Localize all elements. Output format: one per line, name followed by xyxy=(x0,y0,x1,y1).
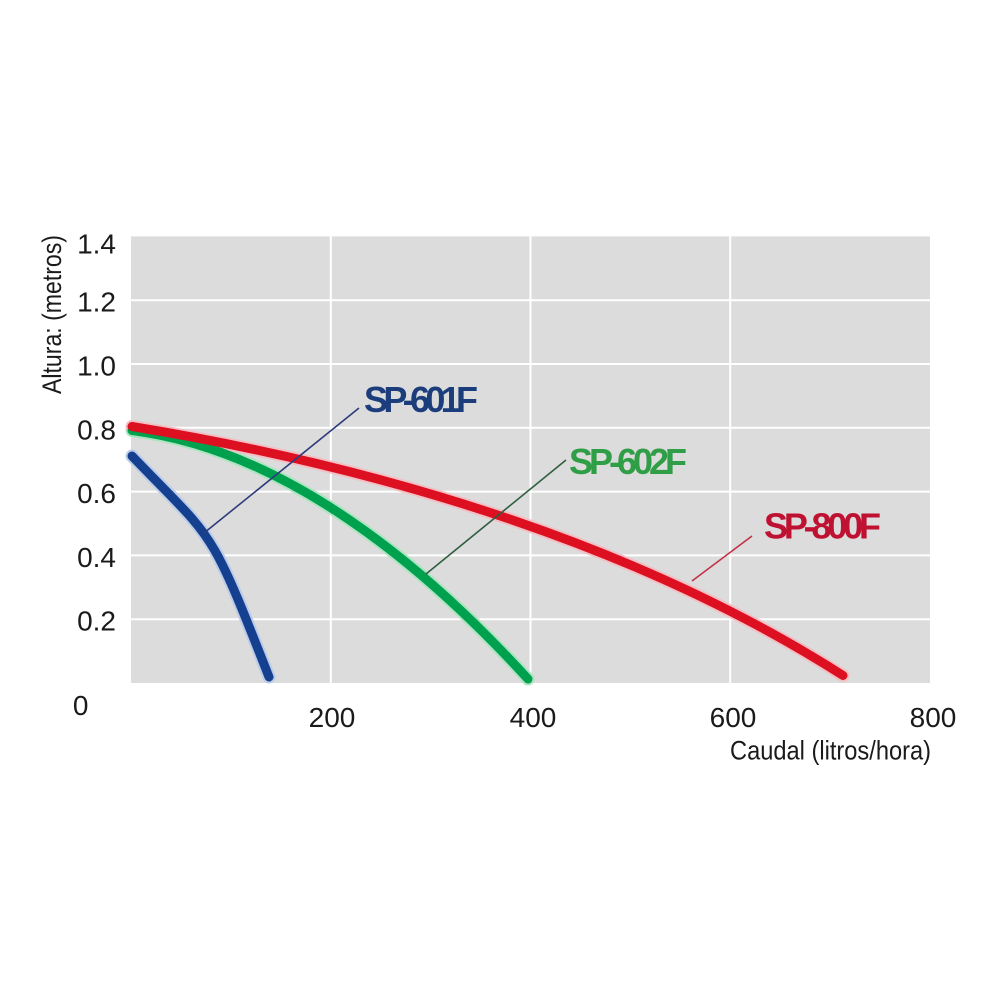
svg-text:800: 800 xyxy=(910,702,957,733)
svg-text:600: 600 xyxy=(710,702,757,733)
svg-text:Altura: (metros): Altura: (metros) xyxy=(37,235,67,394)
svg-text:0.2: 0.2 xyxy=(77,606,116,637)
svg-text:200: 200 xyxy=(309,702,356,733)
svg-text:SP-602F: SP-602F xyxy=(569,441,687,482)
svg-text:Caudal (litros/hora): Caudal (litros/hora) xyxy=(730,736,931,766)
svg-text:0.8: 0.8 xyxy=(77,414,116,445)
svg-text:0.6: 0.6 xyxy=(77,478,116,509)
svg-text:0: 0 xyxy=(73,690,89,721)
svg-text:SP-601F: SP-601F xyxy=(364,379,478,420)
svg-text:SP-800F: SP-800F xyxy=(764,506,881,547)
svg-text:1.4: 1.4 xyxy=(77,229,116,260)
svg-text:1.0: 1.0 xyxy=(77,351,116,382)
svg-text:400: 400 xyxy=(510,702,557,733)
svg-text:1.2: 1.2 xyxy=(77,287,116,318)
svg-text:0.4: 0.4 xyxy=(77,542,116,573)
